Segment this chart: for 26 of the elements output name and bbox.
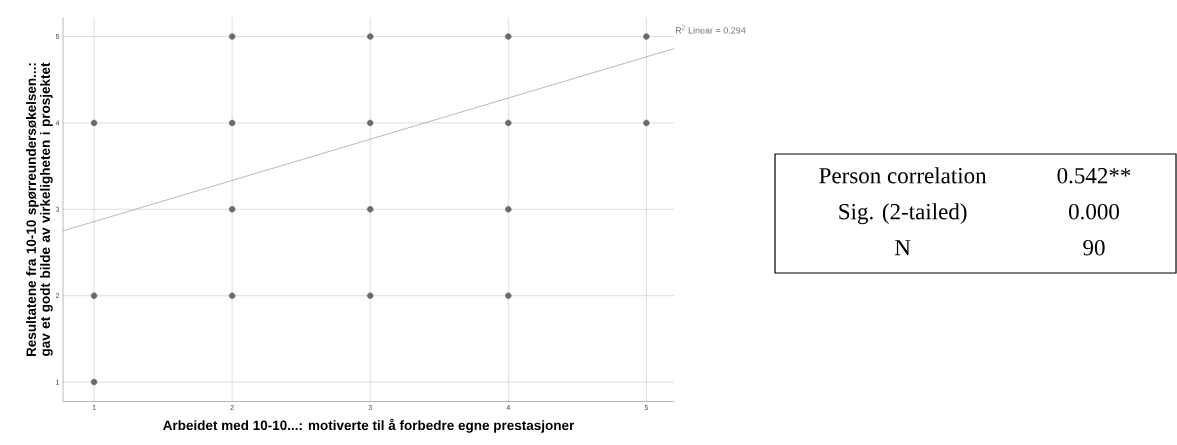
- point: [228, 206, 236, 213]
- point: [505, 33, 512, 40]
- point: [643, 119, 650, 127]
- text: 0.000: [1069, 203, 1119, 220]
- point: [367, 292, 374, 299]
- point: [505, 292, 512, 299]
- text: N: [894, 240, 911, 256]
- point: [228, 292, 236, 299]
- text: R$^{2}$ Linear = 0.294: [675, 25, 746, 34]
- point: [505, 206, 512, 213]
- text: Sig. (2-tailed): [839, 203, 967, 225]
- point: [90, 378, 98, 386]
- point: [90, 119, 98, 127]
- point: [367, 119, 374, 127]
- x-axis-title: Arbeidet med 10-10...: motiverte til å forbedre egne prestasjoner: [163, 418, 575, 433]
- point: [228, 33, 236, 40]
- text: 0.542**: [1057, 167, 1131, 184]
- point: [505, 119, 512, 127]
- point: [228, 119, 236, 127]
- text: 90: [1083, 239, 1105, 256]
- y-axis-title: Resultatene fra 10-10 spørreundersøkelsen...: gav et godt bilde av virkeligheten i prosjektet: [26, 62, 53, 357]
- point: [367, 33, 374, 40]
- point: [367, 206, 374, 213]
- point: [643, 33, 650, 40]
- point: [90, 292, 98, 299]
- text: Person correlation: [819, 167, 987, 184]
